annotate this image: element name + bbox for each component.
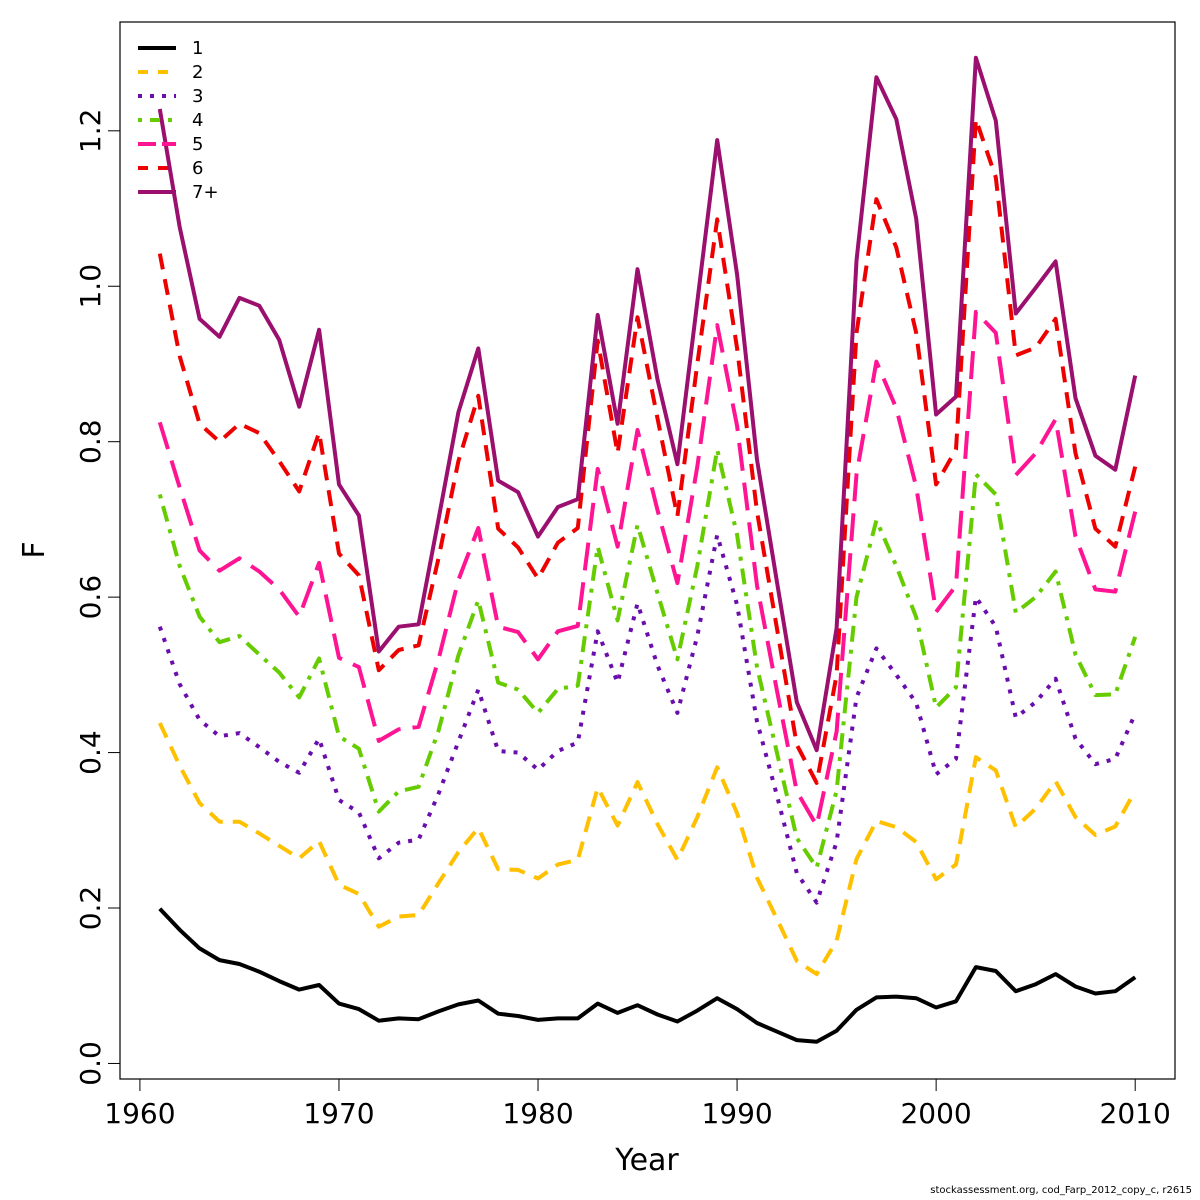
legend-label: 7+ xyxy=(192,182,219,203)
x-axis-title: Year xyxy=(614,1143,679,1178)
y-axis-title: F xyxy=(17,541,52,558)
y-tick-label: 1.2 xyxy=(74,109,107,154)
series-line-1 xyxy=(158,907,1137,1044)
legend-label: 5 xyxy=(192,134,203,155)
y-axis: 0.0 0.2 0.4 0.6 0.8 1.0 1.2 xyxy=(74,109,121,1086)
y-tick-label: 0.0 xyxy=(74,1041,107,1086)
x-axis: 1960 1970 1980 1990 2000 2010 xyxy=(104,1078,1171,1130)
x-tick-label: 2010 xyxy=(1100,1097,1171,1130)
y-tick-label: 0.4 xyxy=(74,730,107,775)
series-line-2 xyxy=(157,722,1137,977)
legend-label: 4 xyxy=(192,110,203,131)
y-tick-label: 1.0 xyxy=(74,264,107,309)
legend-label: 2 xyxy=(192,62,203,83)
x-tick-label: 1980 xyxy=(502,1097,573,1130)
x-tick-label: 1970 xyxy=(303,1097,374,1130)
x-tick-label: 1990 xyxy=(701,1097,772,1130)
series-line-4 xyxy=(157,447,1138,870)
series-line-6 xyxy=(157,117,1138,785)
y-tick-label: 0.8 xyxy=(74,419,107,464)
series-line-5 xyxy=(157,309,1138,828)
y-tick-label: 0.2 xyxy=(74,886,107,931)
series-line-3 xyxy=(157,533,1138,905)
series-layer xyxy=(157,55,1138,1044)
legend-label: 1 xyxy=(192,38,203,59)
plot-frame xyxy=(119,21,1176,1080)
legend-label: 3 xyxy=(192,86,203,107)
legend-label: 6 xyxy=(192,158,203,179)
legend: 1 2 3 4 5 6 7+ xyxy=(138,38,219,203)
y-tick-label: 0.6 xyxy=(74,575,107,620)
footer-note: stockassessment.org, cod_Farp_2012_copy_… xyxy=(930,1185,1192,1196)
x-tick-label: 1960 xyxy=(104,1097,175,1130)
series-line-7plus xyxy=(157,55,1138,753)
x-tick-label: 2000 xyxy=(900,1097,971,1130)
